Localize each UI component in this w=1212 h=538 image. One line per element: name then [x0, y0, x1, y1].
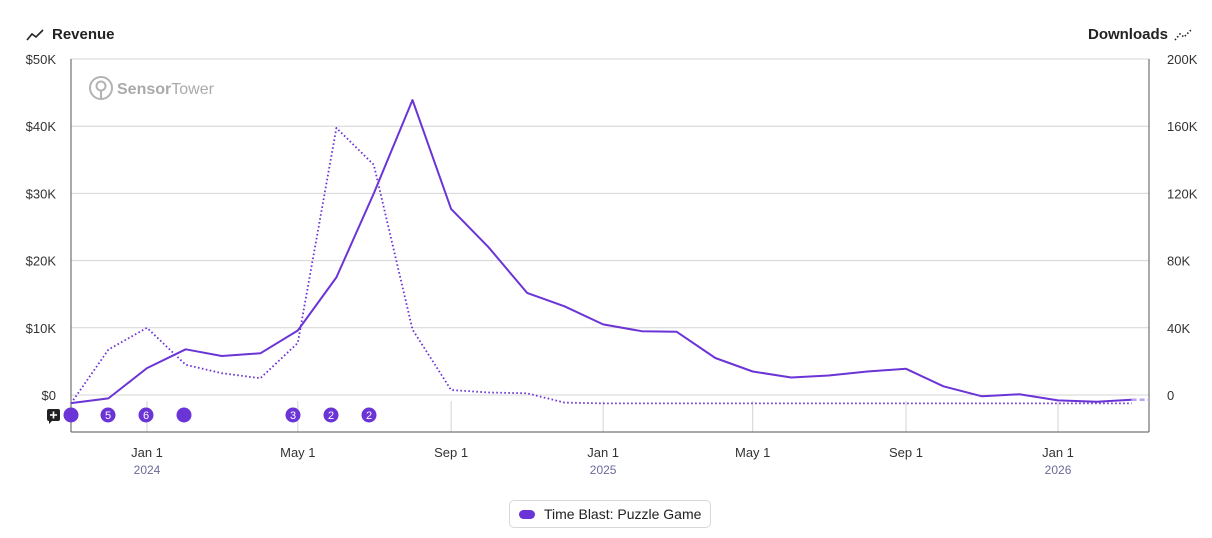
event-marker-dot: [100, 407, 116, 423]
event-marker[interactable]: [63, 407, 79, 423]
right-tick-label: 40K: [1167, 321, 1190, 336]
event-marker-count: 5: [105, 410, 111, 422]
series-lines: [70, 99, 1149, 405]
event-marker-dot: [285, 407, 301, 423]
x-axis-ticks: Jan 1 2024 May 1 Sep 1 Jan 1 2025 May 1 Sep 1 Ja…: [131, 445, 1074, 477]
event-marker-dot: [63, 407, 79, 423]
revenue-series-line: [70, 99, 1132, 405]
right-tick-label: 200K: [1167, 52, 1198, 67]
event-marker-dot: [176, 407, 192, 423]
left-tick-label: $10K: [26, 321, 57, 336]
right-tick-label: 160K: [1167, 119, 1198, 134]
x-tick-year: 2026: [1045, 463, 1072, 477]
x-tick-label: Jan 1: [587, 445, 619, 460]
event-marker[interactable]: 2: [361, 407, 377, 423]
svg-text:SensorTower: SensorTower: [117, 81, 215, 98]
left-tick-label: $20K: [26, 254, 57, 269]
left-tick-label: $40K: [26, 119, 57, 134]
x-tick-year: 2025: [590, 463, 617, 477]
line-trend-icon: [26, 28, 44, 41]
x-tick-label: May 1: [735, 445, 770, 460]
watermark-text-bold: Sensor: [117, 81, 171, 98]
chart-axes: [70, 59, 1150, 433]
legend-item[interactable]: Time Blast: Puzzle Game: [509, 500, 712, 528]
event-marker-dot: [323, 407, 339, 423]
downloads-axis-title: Downloads: [1087, 26, 1168, 43]
sensor-tower-logo-icon: [89, 76, 113, 100]
event-marker[interactable]: 3: [285, 407, 301, 423]
left-tick-label: $0: [42, 388, 56, 403]
event-marker[interactable]: 2: [323, 407, 339, 423]
grid-lines: [71, 58, 1149, 432]
legend-swatch: [519, 509, 535, 519]
revenue-axis-title: Revenue: [52, 26, 115, 43]
right-tick-label: 0: [1167, 388, 1174, 403]
event-marker[interactable]: 6: [138, 407, 154, 423]
watermark-text-light: Tower: [171, 81, 214, 98]
dotted-trend-icon: [1174, 28, 1192, 41]
x-tick-label: Jan 1: [131, 445, 163, 460]
x-tick-label: Jan 1: [1042, 445, 1074, 460]
event-marker[interactable]: [176, 407, 192, 423]
left-axis-ticks: $0 $10K $20K $30K $40K $50K: [26, 52, 57, 403]
event-marker-count: 2: [366, 410, 372, 422]
left-tick-label: $30K: [26, 186, 57, 201]
right-tick-label: 120K: [1167, 186, 1198, 201]
event-marker-count: 6: [143, 410, 149, 422]
sensor-tower-watermark: SensorTower: [89, 76, 215, 100]
event-marker-count: 3: [290, 410, 296, 422]
event-marker-dot: [361, 407, 377, 423]
x-tick-label: Sep 1: [434, 445, 468, 460]
x-tick-label: May 1: [280, 445, 315, 460]
event-markers: 5 6 3 2 2: [63, 407, 377, 423]
revenue-axis-header: Revenue: [26, 26, 115, 43]
add-annotation-icon[interactable]: [47, 409, 60, 424]
right-tick-label: 80K: [1167, 254, 1190, 269]
event-marker[interactable]: 5: [100, 407, 116, 423]
x-tick-label: Sep 1: [889, 445, 923, 460]
x-tick-year: 2024: [134, 463, 161, 477]
downloads-series-line: [70, 127, 1132, 405]
right-axis-ticks: 0 40K 80K 120K 160K 200K: [1167, 52, 1198, 403]
downloads-axis-header: Downloads: [1088, 26, 1192, 43]
left-tick-label: $50K: [26, 52, 57, 67]
legend-label: Time Blast: Puzzle Game: [544, 506, 702, 522]
event-marker-count: 2: [328, 410, 334, 422]
event-marker-dot: [138, 407, 154, 423]
